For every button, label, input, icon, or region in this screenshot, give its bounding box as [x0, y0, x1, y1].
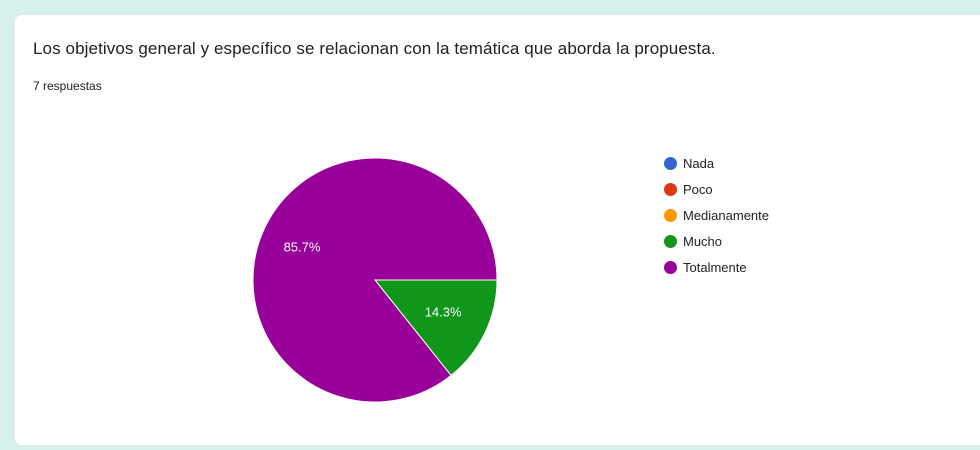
- question-title: Los objetivos general y específico se re…: [33, 39, 716, 58]
- legend-swatch-nada: [664, 156, 677, 170]
- legend-item-nada[interactable]: Nada: [664, 150, 769, 176]
- legend-swatch-mucho: [664, 234, 677, 248]
- legend-swatch-medianamente: [664, 208, 677, 222]
- legend-label-nada: Nada: [683, 155, 715, 171]
- legend-item-medianamente[interactable]: Medianamente: [664, 202, 769, 228]
- legend-item-poco[interactable]: Poco: [664, 176, 769, 202]
- legend-item-totalmente[interactable]: Totalmente: [664, 254, 769, 280]
- slice-label-mucho: 14.3%: [425, 304, 462, 319]
- response-count: 7 respuestas: [33, 79, 102, 93]
- response-card: [14, 14, 980, 446]
- legend-swatch-poco: [664, 182, 677, 196]
- pie-slice-totalmente[interactable]: [252, 157, 498, 403]
- legend-item-mucho[interactable]: Mucho: [664, 228, 769, 254]
- legend-swatch-totalmente: [664, 260, 677, 274]
- legend-label-totalmente: Totalmente: [683, 259, 747, 275]
- chart-legend: Nada Poco Medianamente Mucho Totalmente: [664, 150, 769, 280]
- legend-label-poco: Poco: [683, 181, 713, 197]
- legend-label-mucho: Mucho: [683, 233, 723, 249]
- legend-label-medianamente: Medianamente: [683, 207, 769, 223]
- pie-slice-mucho[interactable]: [373, 279, 498, 377]
- slice-label-totalmente: 85.7%: [284, 239, 321, 254]
